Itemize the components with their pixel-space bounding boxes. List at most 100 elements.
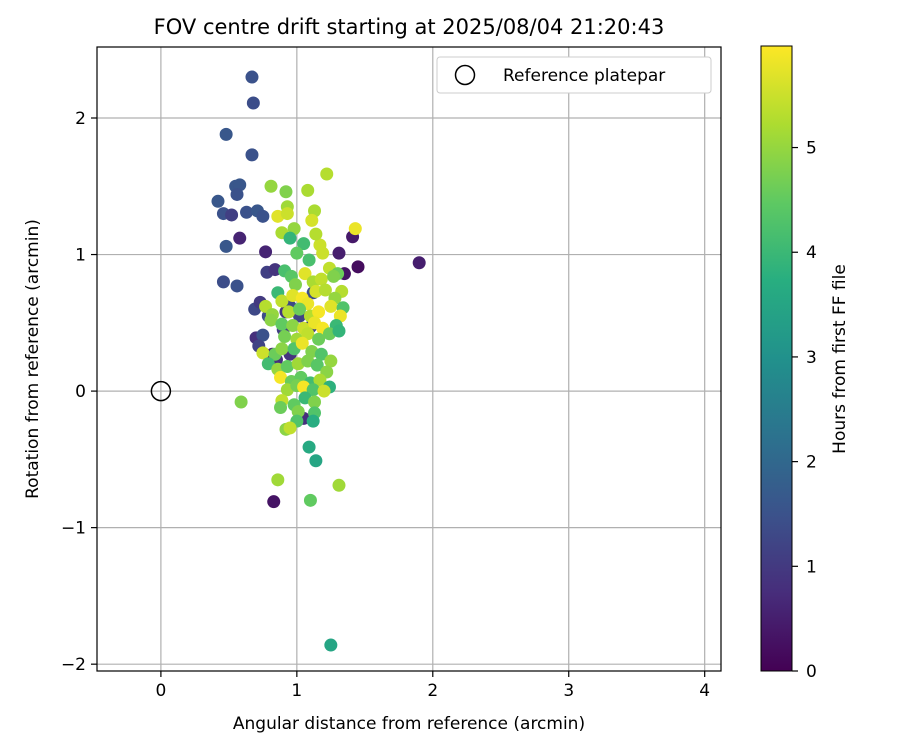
colorbar-tick-label: 2 — [806, 453, 817, 473]
scatter-point — [302, 253, 316, 267]
scatter-point — [283, 421, 297, 435]
scatter-point — [298, 267, 312, 281]
scatter-point — [275, 317, 289, 331]
y-tick-label: 0 — [75, 382, 86, 402]
scatter-point — [256, 328, 270, 342]
scatter-point — [293, 302, 307, 316]
scatter-point — [309, 227, 323, 241]
scatter-point — [318, 283, 332, 297]
x-tick-label: 4 — [699, 681, 710, 701]
colorbar-label: Hours from first FF file — [830, 264, 850, 454]
scatter-point — [324, 638, 338, 652]
scatter-point — [314, 347, 328, 361]
legend: Reference platepar — [436, 56, 712, 94]
colorbar-tick-label: 3 — [806, 348, 817, 368]
scatter-point — [332, 324, 346, 338]
scatter-point — [309, 284, 323, 298]
scatter-point — [225, 208, 239, 222]
grid — [97, 47, 721, 671]
scatter-point — [280, 360, 294, 374]
scatter-point — [230, 187, 244, 201]
scatter-point — [297, 237, 311, 251]
scatter-point — [324, 299, 338, 313]
scatter-point — [295, 336, 309, 350]
scatter-point — [216, 275, 230, 289]
scatter-point — [256, 346, 270, 360]
x-tick-label: 2 — [427, 681, 438, 701]
scatter-point — [240, 205, 254, 219]
scatter-point — [312, 305, 326, 319]
scatter-point — [279, 185, 293, 199]
scatter-point — [261, 357, 275, 371]
scatter-point — [246, 96, 260, 110]
chart-title: FOV centre drift starting at 2025/08/04 … — [154, 15, 665, 39]
scatter-point — [348, 222, 362, 236]
scatter-point — [320, 167, 334, 181]
colorbar: 0 1 2 3 4 5 Hours from first FF file — [760, 45, 850, 682]
scatter-point — [264, 179, 278, 193]
scatter-point — [306, 414, 320, 428]
scatter-point — [267, 495, 281, 509]
scatter-point — [412, 256, 426, 270]
scatter-point — [278, 329, 292, 343]
scatter-point — [286, 319, 300, 333]
colorbar-gradient — [760, 45, 793, 672]
scatter-point — [313, 373, 327, 387]
scatter-point — [308, 395, 322, 409]
scatter-point — [332, 246, 346, 260]
reference-point — [150, 380, 172, 402]
scatter-point — [245, 148, 259, 162]
scatter-point — [275, 342, 289, 356]
legend-box — [436, 56, 712, 94]
scatter-point — [301, 327, 315, 341]
scatter-point — [280, 207, 294, 221]
colorbar-tick-label: 1 — [806, 557, 817, 577]
scatter-point — [268, 263, 282, 277]
scatter-point — [259, 245, 273, 259]
scatter-point — [303, 493, 317, 507]
x-axis-ticks: 0 1 2 3 4 — [155, 671, 710, 701]
scatter-point — [230, 279, 244, 293]
plot-frame — [96, 46, 722, 672]
scatter-point — [332, 478, 346, 492]
scatter-point — [305, 213, 319, 227]
scatter-point — [233, 231, 247, 245]
scatter-point — [234, 395, 248, 409]
scatter-point — [301, 183, 315, 197]
scatter-points — [211, 70, 426, 652]
scatter-point — [288, 278, 302, 292]
scatter-point — [245, 70, 259, 84]
scatter-point — [310, 358, 324, 372]
y-tick-label: 2 — [75, 109, 86, 129]
scatter-point — [351, 260, 365, 274]
colorbar-tick-label: 5 — [806, 139, 817, 159]
scatter-point — [264, 313, 278, 327]
y-tick-label: 1 — [75, 246, 86, 266]
colorbar-tick-label: 0 — [806, 662, 817, 682]
scatter-point — [211, 194, 225, 208]
scatter-point — [302, 440, 316, 454]
scatter-point — [282, 305, 296, 319]
y-axis-ticks: −2 −1 0 1 2 — [61, 109, 97, 675]
colorbar-ticks: 0 1 2 3 4 5 — [792, 139, 817, 682]
x-tick-label: 0 — [155, 681, 166, 701]
scatter-point — [324, 354, 338, 368]
scatter-point — [271, 473, 285, 487]
x-tick-label: 3 — [563, 681, 574, 701]
scatter-point — [317, 384, 331, 398]
scatter-point — [316, 246, 330, 260]
x-tick-label: 1 — [291, 681, 302, 701]
x-axis-label: Angular distance from reference (arcmin) — [233, 714, 585, 734]
scatter-point — [275, 294, 289, 308]
scatter-point — [312, 332, 326, 346]
legend-label: Reference platepar — [503, 66, 665, 86]
y-tick-label: −1 — [61, 519, 86, 539]
y-axis-label: Rotation from reference (arcmin) — [23, 219, 43, 499]
colorbar-tick-label: 4 — [806, 243, 817, 263]
scatter-point — [274, 370, 288, 384]
scatter-point — [306, 383, 320, 397]
scatter-point — [219, 127, 233, 141]
y-tick-label: −2 — [61, 655, 86, 675]
scatter-point — [327, 269, 341, 283]
